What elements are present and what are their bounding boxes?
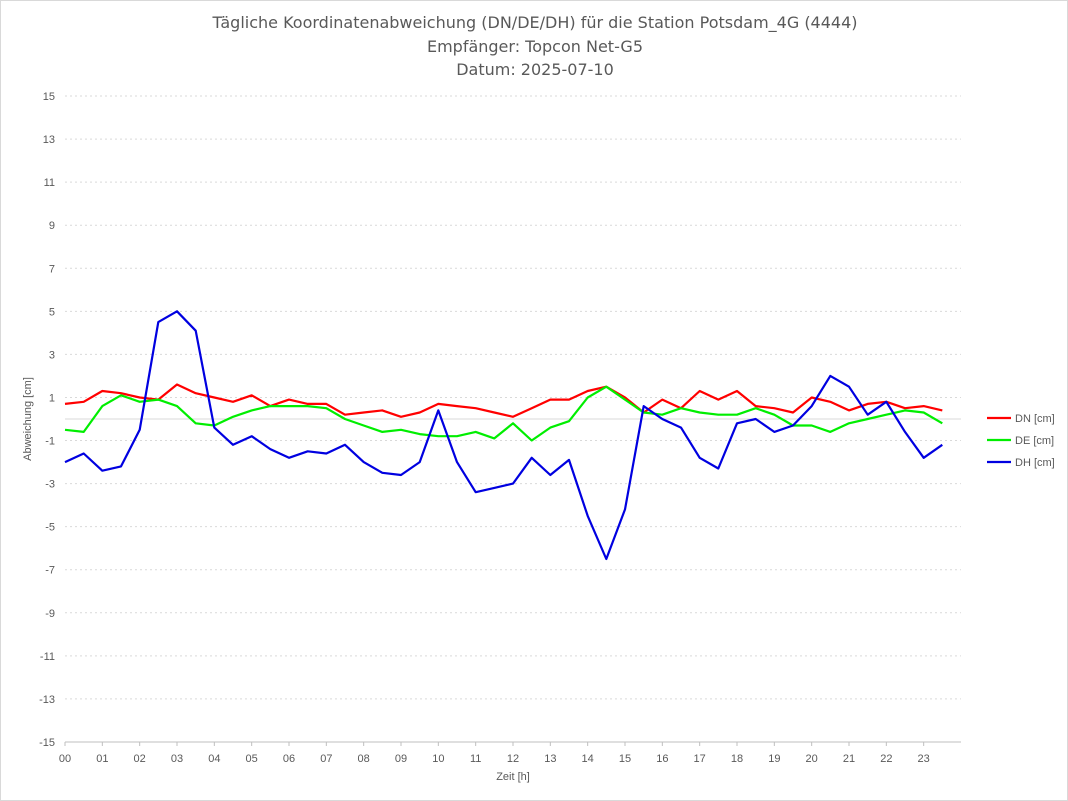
x-tick-label: 21 — [843, 753, 855, 765]
x-tick-label: 09 — [395, 753, 407, 765]
x-tick-label: 04 — [208, 753, 220, 765]
x-tick-label: 17 — [694, 753, 706, 765]
y-tick-label: -11 — [40, 651, 55, 663]
y-tick-label: -1 — [45, 436, 55, 448]
x-tick-label: 16 — [656, 753, 668, 765]
series-lines — [64, 310, 943, 561]
legend: DN [cm] DE [cm] DH [cm] — [987, 413, 1055, 469]
series-line-de — [64, 385, 943, 442]
x-tick-label: 10 — [432, 753, 444, 765]
y-tick-label: 1 — [49, 392, 55, 404]
x-tick-label: 05 — [246, 753, 258, 765]
legend-label: DN [cm] — [1015, 413, 1055, 425]
series-line-dn — [64, 383, 943, 418]
x-tick-label: 00 — [59, 753, 71, 765]
y-tick-label: 11 — [44, 177, 55, 189]
x-axis: 00 01 02 03 04 05 06 07 08 09 10 11 12 13 14 15 16 17 18 19… — [59, 741, 961, 765]
y-tick-label: 15 — [43, 91, 55, 103]
y-axis: 15 13 11 9 7 5 3 1 -1 -3 -5 -7 -9 -11 -13 -15 — [39, 91, 55, 749]
y-tick-label: 5 — [49, 306, 55, 318]
x-tick-label: 13 — [544, 753, 556, 765]
x-tick-label: 15 — [619, 753, 631, 765]
legend-label: DE [cm] — [1015, 435, 1054, 447]
y-tick-label: -7 — [45, 565, 55, 577]
x-tick-label: 11 — [470, 753, 481, 765]
chart-subtitle-date: Datum: 2025-07-10 — [456, 60, 614, 79]
series-line-dh — [64, 310, 943, 561]
y-tick-label: -3 — [45, 479, 55, 491]
x-axis-title: Zeit [h] — [496, 771, 530, 783]
gridlines — [65, 95, 961, 743]
x-tick-label: 07 — [320, 753, 332, 765]
y-tick-label: -13 — [39, 694, 55, 706]
x-tick-label: 12 — [507, 753, 519, 765]
x-tick-label: 06 — [283, 753, 295, 765]
x-tick-label: 20 — [806, 753, 818, 765]
x-tick-label: 01 — [96, 753, 108, 765]
chart-subtitle-receiver: Empfänger: Topcon Net-G5 — [426, 37, 644, 56]
x-tick-label: 18 — [731, 753, 743, 765]
x-tick-label: 03 — [171, 753, 183, 765]
y-tick-label: 13 — [43, 134, 55, 146]
y-tick-label: -9 — [45, 608, 55, 620]
y-tick-label: 3 — [49, 349, 55, 361]
y-tick-label: -15 — [39, 737, 55, 749]
x-tick-label: 08 — [358, 753, 370, 765]
y-tick-label: 7 — [49, 263, 55, 275]
x-tick-label: 19 — [768, 753, 780, 765]
x-tick-label: 22 — [880, 753, 892, 765]
x-tick-label: 14 — [582, 753, 594, 765]
chart-title: Tägliche Koordinatenabweichung (DN/DE/DH… — [212, 13, 858, 32]
y-tick-label: -5 — [45, 522, 55, 534]
y-axis-title: Abweichung [cm] — [22, 377, 34, 461]
x-tick-label: 23 — [918, 753, 930, 765]
x-tick-label: 02 — [134, 753, 146, 765]
legend-label: DH [cm] — [1015, 457, 1055, 469]
y-tick-label: 9 — [49, 220, 55, 232]
